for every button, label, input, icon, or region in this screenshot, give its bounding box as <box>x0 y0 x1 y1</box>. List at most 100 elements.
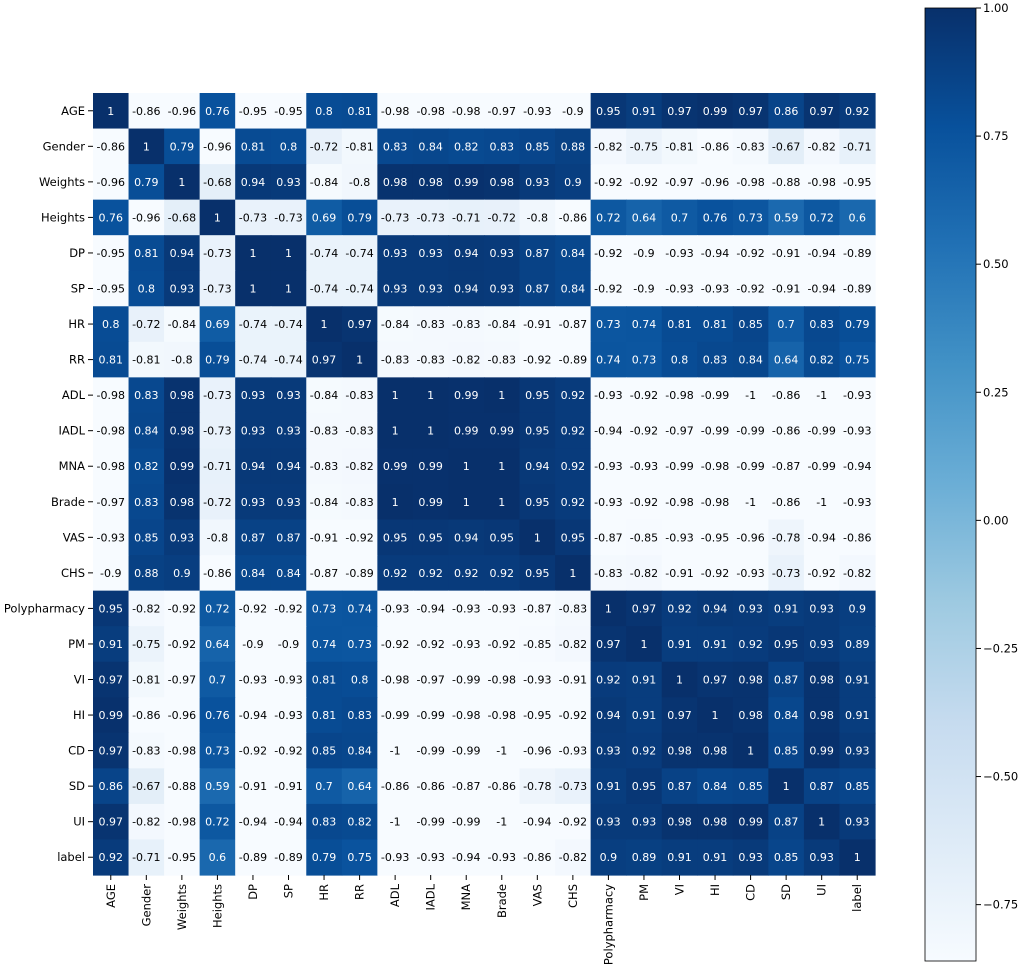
heatmap-cell <box>803 199 841 236</box>
cell-value-label: -0.95 <box>523 709 551 722</box>
heatmap-cell <box>803 93 841 130</box>
cell-value-label: -0.83 <box>416 318 444 331</box>
heatmap-cell <box>93 555 130 592</box>
cell-value-label: 0.87 <box>525 283 550 296</box>
x-tick-label: HI <box>708 884 722 896</box>
heatmap-cell <box>803 235 841 272</box>
cell-value-label: 0.98 <box>809 674 834 687</box>
cell-value-label: 0.91 <box>703 638 728 651</box>
cell-value-label: 0.73 <box>738 211 763 224</box>
cell-value-label: -0.92 <box>630 389 658 402</box>
cell-value-label: 0.99 <box>703 105 728 118</box>
heatmap-cell <box>128 377 165 414</box>
heatmap-cell <box>590 235 627 272</box>
heatmap-cell <box>555 377 592 414</box>
heatmap-cell <box>519 377 556 414</box>
heatmap-cell <box>732 484 769 521</box>
heatmap-cell <box>341 661 378 698</box>
cell-value-label: 0.95 <box>490 531 515 544</box>
cell-value-label: -0.87 <box>523 602 551 615</box>
cell-value-label: 0.92 <box>490 567 515 580</box>
x-tick-label: MNA <box>459 884 473 911</box>
cell-value-label: 0.8 <box>138 283 156 296</box>
heatmap-cell <box>803 128 841 165</box>
cell-value-label: 0.93 <box>632 816 657 829</box>
heatmap-cell <box>235 270 272 307</box>
cell-value-label: -0.99 <box>736 460 764 473</box>
heatmap-cell <box>377 199 414 236</box>
cell-value-label: -0.93 <box>665 531 693 544</box>
cell-value-label: 0.59 <box>774 211 799 224</box>
x-tick-label: Heights <box>210 884 224 928</box>
y-tick-label: DP <box>69 246 85 260</box>
heatmap-cell <box>270 164 307 201</box>
heatmap-cell <box>697 164 734 201</box>
heatmap-cell <box>164 661 201 698</box>
cell-value-label: -0.83 <box>736 140 764 153</box>
heatmap-cell <box>128 93 165 130</box>
colorbar-tick-label: 0.75 <box>983 129 1009 143</box>
cell-value-label: 0.92 <box>418 567 443 580</box>
cell-value-label: -0.68 <box>168 211 196 224</box>
cell-value-label: 0.92 <box>561 460 586 473</box>
heatmap-cell <box>839 768 876 805</box>
heatmap-cell <box>519 661 556 698</box>
cell-value-label: -0.83 <box>345 425 373 438</box>
cell-value-label: 0.93 <box>738 851 763 864</box>
heatmap-cell <box>803 270 841 307</box>
cell-value-label: -0.83 <box>594 567 622 580</box>
cell-value-label: -0.74 <box>310 247 338 260</box>
cell-value-label: -0.92 <box>559 709 587 722</box>
heatmap-cell <box>590 93 627 130</box>
cell-value-label: -0.87 <box>559 318 587 331</box>
heatmap-cell <box>626 803 663 841</box>
cell-value-label: -0.9 <box>633 283 654 296</box>
cell-value-label: -0.91 <box>772 283 800 296</box>
heatmap-cell <box>377 803 414 841</box>
cell-value-label: 0.97 <box>667 105 692 118</box>
cell-value-label: -0.93 <box>452 602 480 615</box>
cell-value-label: 0.83 <box>809 318 834 331</box>
heatmap-cell <box>341 164 378 201</box>
cell-value-label: -0.9 <box>562 105 583 118</box>
heatmap-cell <box>590 128 627 165</box>
cell-value-label: -0.92 <box>630 425 658 438</box>
cell-value-label: 1 <box>640 638 647 651</box>
heatmap-cell <box>661 306 698 343</box>
heatmap-cell <box>93 768 130 805</box>
heatmap-cell <box>768 270 805 307</box>
cell-value-label: 0.94 <box>276 460 301 473</box>
cell-value-label: 0.97 <box>99 674 124 687</box>
cell-value-label: -0.73 <box>559 780 587 793</box>
cell-value-label: 0.87 <box>241 531 266 544</box>
heatmap-cell <box>199 484 236 521</box>
heatmap-cell <box>306 377 343 414</box>
heatmap-cell <box>128 128 165 165</box>
heatmap-cell <box>164 732 201 769</box>
cell-value-label: 0.94 <box>241 460 266 473</box>
heatmap-cell <box>270 270 307 307</box>
cell-value-label: -0.98 <box>416 105 444 118</box>
y-tick-label: PM <box>68 637 85 651</box>
heatmap-cell <box>768 199 805 236</box>
cell-value-label: 0.74 <box>632 318 657 331</box>
cell-value-label: 0.83 <box>134 389 159 402</box>
heatmap-cell <box>341 519 378 556</box>
cell-value-label: 0.93 <box>490 247 515 260</box>
cell-value-label: -0.94 <box>807 283 835 296</box>
cell-value-label: 0.81 <box>667 318 692 331</box>
cell-value-label: -0.93 <box>274 709 302 722</box>
cell-value-label: -0.86 <box>772 496 800 509</box>
heatmap-cell <box>412 626 450 663</box>
cell-value-label: 1 <box>783 780 790 793</box>
heatmap-cell <box>341 697 378 734</box>
heatmap-cell <box>768 839 805 876</box>
cell-value-label: 0.98 <box>703 745 728 758</box>
heatmap-cell <box>732 128 769 165</box>
heatmap-cell <box>555 626 592 663</box>
cell-value-label: -0.92 <box>559 816 587 829</box>
x-tick-label: DP <box>246 884 260 900</box>
cell-value-label: -0.94 <box>807 531 835 544</box>
cell-value-label: -0.9 <box>100 567 121 580</box>
cell-value-label: -1 <box>390 745 401 758</box>
